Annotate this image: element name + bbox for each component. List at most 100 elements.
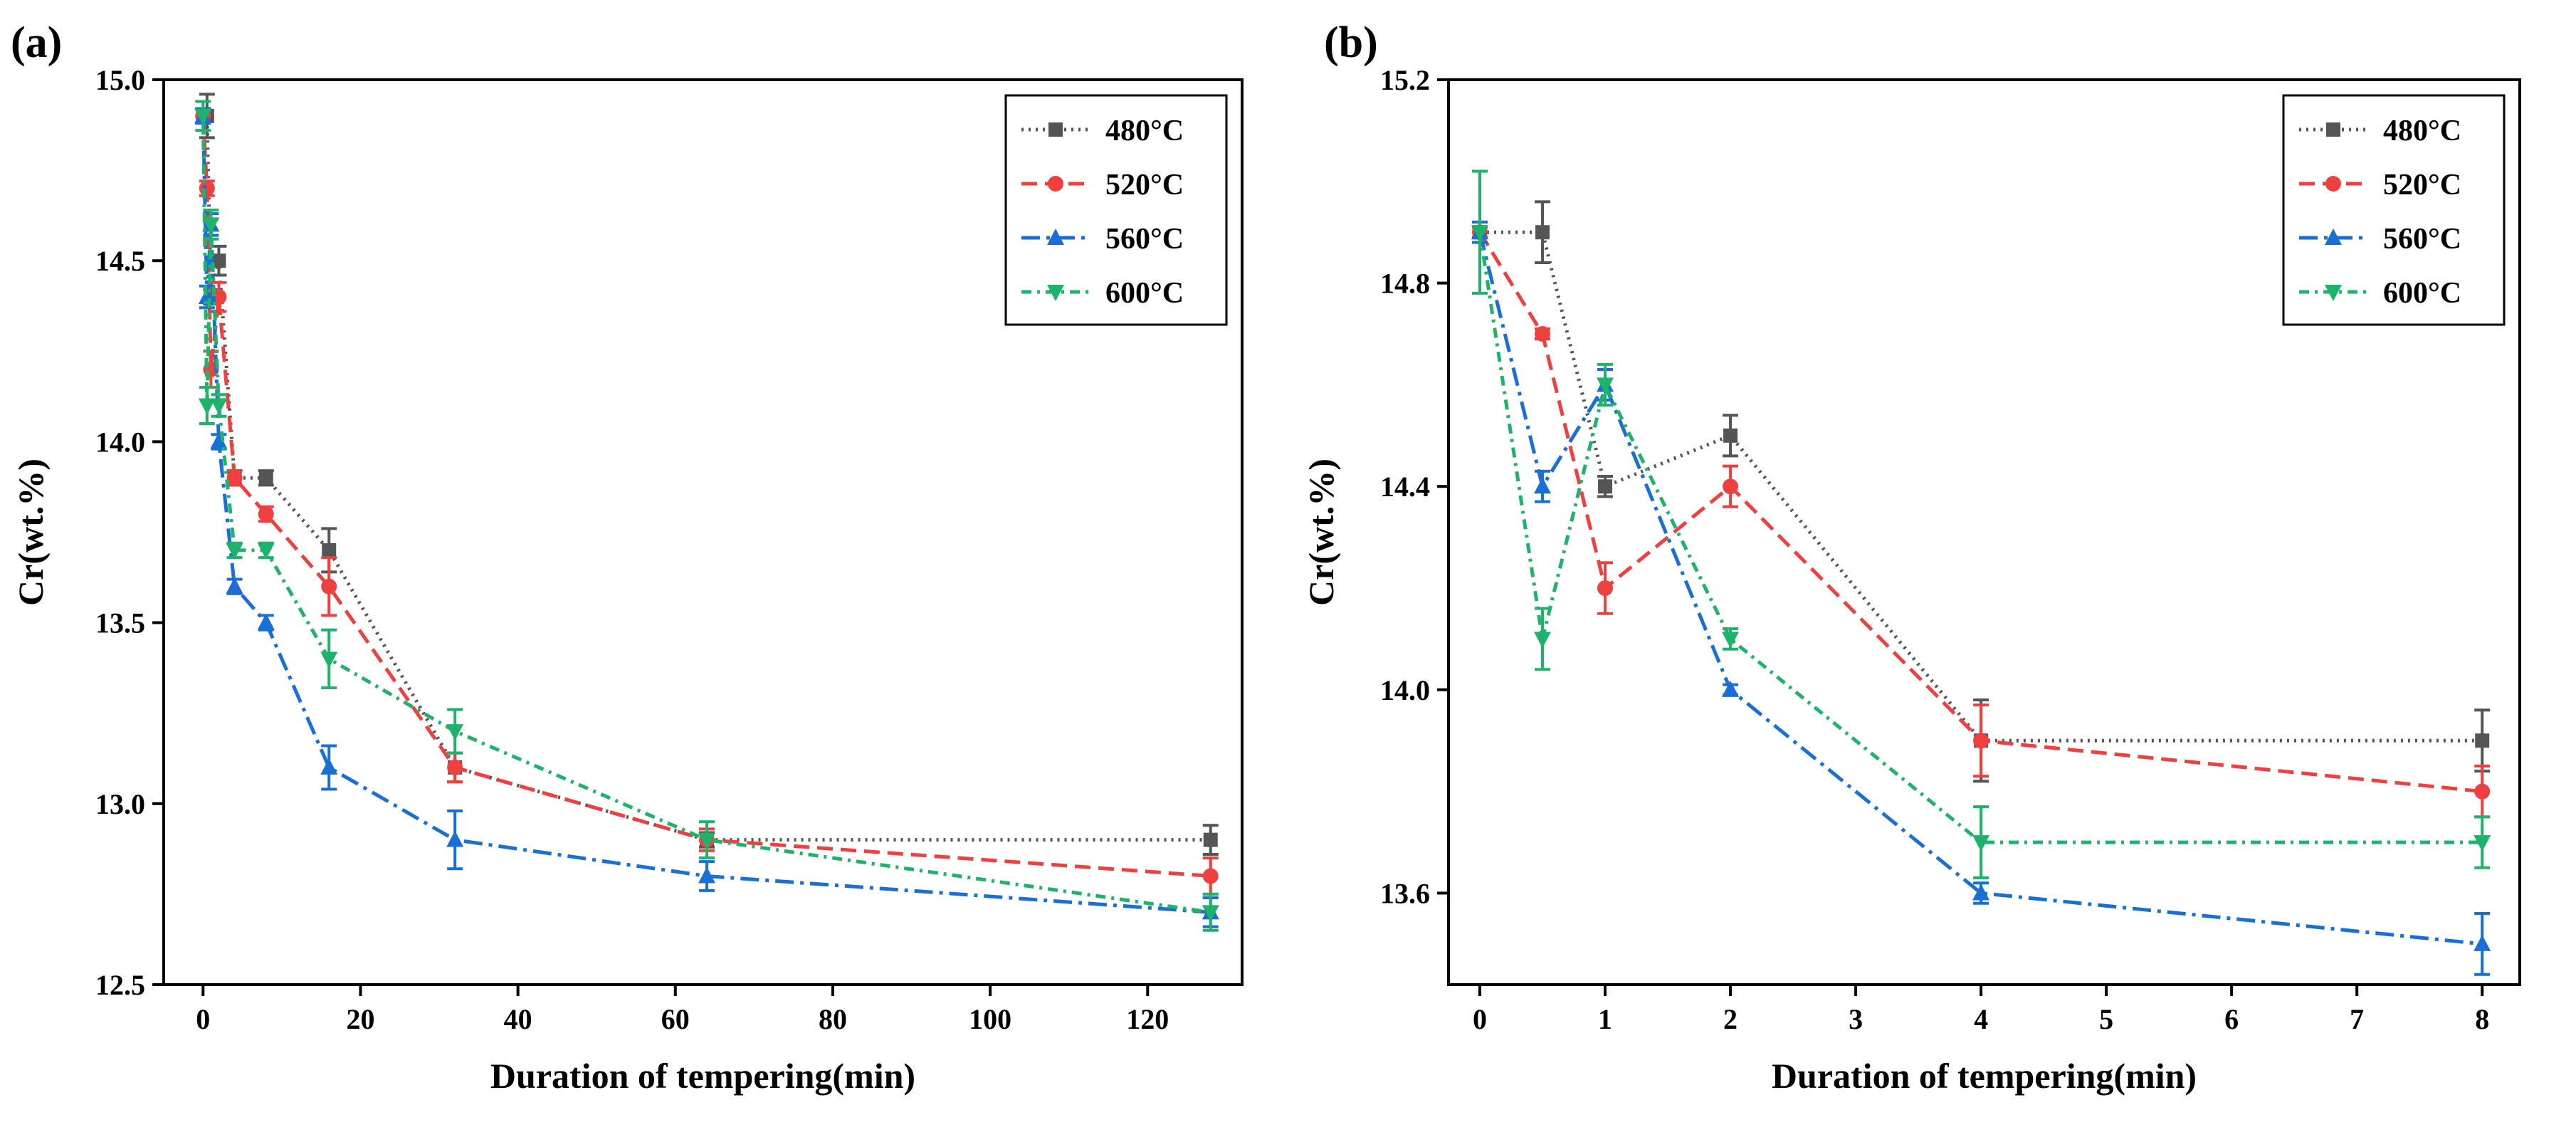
legend: 480°C 520°C 560°C 600°C: [1004, 94, 1228, 326]
legend-label: 560°C: [1105, 223, 1184, 256]
data-point: [226, 577, 243, 594]
panel-a: (a) 0 20 40 60 80 100 120 12.5 13.0 13.5 14.0 14.5 15…: [11, 19, 1244, 1096]
legend-marker: [1048, 176, 1063, 192]
data-point: [2474, 783, 2491, 800]
data-point: [258, 506, 274, 523]
data-point: [1973, 733, 1989, 749]
data-point: [194, 108, 212, 125]
legend-label: 600°C: [2383, 277, 2461, 310]
y-tick-label: 15.0: [95, 64, 145, 96]
series-line: [1478, 231, 2483, 946]
data-point: [1203, 832, 1218, 847]
legend-marker: [1047, 285, 1064, 301]
data-point: [1202, 905, 1219, 922]
y-axis-title: Cr(wt.%): [11, 458, 51, 606]
x-tick-label: 4: [1974, 1003, 1988, 1035]
legend-entry: 480°C: [1021, 115, 1184, 147]
data-point: [1722, 631, 1740, 649]
data-point: [2475, 733, 2490, 748]
x-tick-label: 8: [2475, 1003, 2489, 1035]
y-tick-label: 15.2: [1380, 64, 1430, 96]
data-point: [320, 758, 338, 775]
x-tick-label: 0: [1473, 1003, 1487, 1035]
data-point: [257, 543, 275, 560]
x-tick-label: 3: [1849, 1003, 1863, 1035]
legend-label: 480°C: [2383, 115, 2461, 147]
data-point: [320, 651, 338, 669]
data-point: [1597, 377, 1614, 394]
legend-label: 520°C: [2383, 169, 2461, 201]
data-point: [1972, 835, 1990, 852]
x-tick-label: 7: [2350, 1003, 2364, 1035]
data-point: [210, 432, 228, 449]
series-line: [203, 114, 1211, 842]
x-tick-label: 1: [1598, 1003, 1612, 1035]
legend-entry: 480°C: [2299, 115, 2461, 147]
data-point: [198, 288, 216, 305]
x-tick-label: 6: [2224, 1003, 2239, 1035]
data-point: [257, 613, 275, 630]
legend-marker: [1047, 229, 1064, 245]
data-point: [322, 543, 337, 557]
data-point: [1723, 478, 1739, 495]
x-tick-label: 5: [2099, 1003, 2113, 1035]
data-point: [210, 398, 228, 415]
legend-entry: 520°C: [1021, 169, 1184, 201]
x-tick-label: 40: [504, 1003, 532, 1035]
x-axis-title: Duration of tempering(min): [490, 1056, 915, 1096]
legend-label: 600°C: [1105, 277, 1184, 310]
legend-frame: [1004, 94, 1228, 326]
y-tick-label: 14.8: [1380, 268, 1430, 300]
x-tick-label: 2: [1723, 1003, 1738, 1035]
series-line: [1478, 231, 2483, 844]
legend-entry: 560°C: [2299, 223, 2461, 256]
data-point: [211, 253, 226, 268]
x-tick-label: 120: [1126, 1003, 1169, 1035]
data-point: [1722, 680, 1740, 697]
y-tick-label: 12.5: [95, 969, 145, 1001]
data-point: [198, 398, 216, 415]
data-point: [226, 470, 243, 486]
series-line: [1480, 230, 2483, 743]
data-point: [199, 180, 215, 196]
y-tick-label: 13.5: [95, 607, 145, 639]
x-tick-label: 20: [346, 1003, 374, 1035]
data-point: [1534, 631, 1552, 649]
x-axis-title: Duration of tempering(min): [1772, 1056, 2197, 1096]
data-point: [2474, 835, 2491, 852]
x-tick-label: 100: [969, 1003, 1011, 1035]
data-point: [1972, 884, 1990, 901]
y-axis-title: Cr(wt.%): [1301, 458, 1341, 606]
data-point: [1534, 477, 1552, 494]
data-point: [226, 543, 243, 560]
data-point: [446, 724, 464, 741]
panel-label: (b): [1324, 19, 1378, 67]
legend: 480°C 520°C 560°C 600°C: [2282, 94, 2506, 326]
legend-frame: [2282, 94, 2506, 326]
y-tick-label: 14.5: [95, 245, 145, 277]
data-point: [1535, 225, 1550, 240]
series-line: [1478, 231, 2483, 794]
legend-marker: [2325, 176, 2341, 192]
data-point: [258, 471, 273, 486]
y-tick-label: 14.4: [1380, 471, 1430, 503]
legend-marker: [2325, 229, 2342, 245]
data-point: [202, 217, 220, 234]
series-line: [201, 115, 1211, 914]
legend-entry: 560°C: [1021, 223, 1184, 256]
data-point: [1471, 225, 1489, 242]
data-point: [1597, 580, 1614, 597]
series-600C: [194, 100, 1219, 932]
data-point: [1535, 326, 1551, 342]
legend-entry: 600°C: [2299, 277, 2461, 310]
y-tick-label: 13.6: [1380, 877, 1430, 909]
legend-marker: [1048, 122, 1063, 137]
legend-entry: 600°C: [1021, 277, 1184, 310]
data-point: [1202, 868, 1219, 884]
series-600C: [1471, 169, 2491, 880]
data-point: [446, 830, 464, 847]
data-point: [321, 578, 337, 594]
legend-label: 480°C: [1105, 115, 1184, 147]
data-point: [447, 759, 463, 775]
